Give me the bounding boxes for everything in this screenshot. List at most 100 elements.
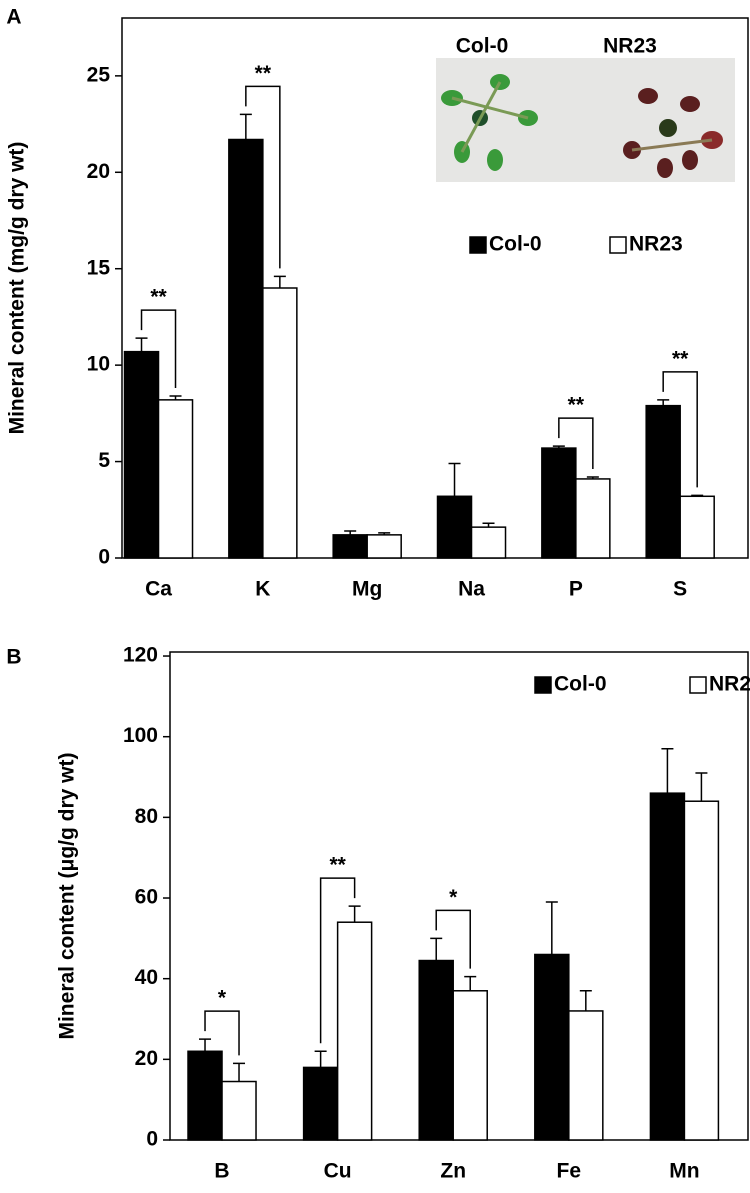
- bar: [262, 287, 298, 559]
- y-tick-label: 20: [87, 160, 110, 183]
- legend-label: NR23: [629, 233, 683, 256]
- error-bar: [695, 772, 708, 802]
- bar: [541, 447, 577, 559]
- y-tick-label: 40: [135, 966, 158, 989]
- y-axis-label: Mineral content (μg/g dry wt): [56, 752, 79, 1039]
- bar: [221, 1080, 257, 1141]
- y-tick-label: 100: [123, 724, 158, 747]
- x-tick-label: Ca: [145, 578, 172, 601]
- bar: [157, 399, 194, 559]
- x-tick-label: Na: [458, 578, 485, 601]
- legend-swatch: [469, 236, 487, 254]
- error-bar: [482, 522, 495, 528]
- bar: [336, 921, 373, 1141]
- error-bar: [430, 937, 443, 961]
- bar: [645, 404, 681, 559]
- significance-bracket: [558, 417, 594, 469]
- x-tick-label: Cu: [324, 1160, 352, 1183]
- bar: [187, 1050, 223, 1141]
- plot-frame: [121, 17, 749, 559]
- bar: [418, 959, 454, 1141]
- significance-label: **: [150, 286, 167, 309]
- x-tick-label: Mg: [352, 578, 382, 601]
- y-tick-label: 20: [135, 1047, 158, 1070]
- significance-label: **: [672, 347, 689, 370]
- bar: [534, 953, 570, 1141]
- y-tick-label: 0: [98, 546, 110, 569]
- significance-label: **: [329, 854, 346, 877]
- legend-label: Col-0: [554, 673, 607, 696]
- error-bar: [273, 275, 286, 288]
- significance-label: *: [218, 987, 227, 1010]
- significance-bracket: [435, 909, 471, 969]
- significance-bracket: [140, 309, 177, 388]
- x-tick-label: Fe: [557, 1160, 582, 1183]
- error-bar: [199, 1038, 212, 1052]
- y-tick-label: 60: [135, 886, 158, 909]
- error-bar: [135, 337, 148, 352]
- error-bar: [464, 975, 477, 991]
- significance-bracket: [319, 877, 356, 1044]
- plant-nr23: [623, 88, 723, 178]
- legend-swatch: [534, 676, 552, 694]
- bar: [568, 1010, 604, 1141]
- legend-swatch: [609, 236, 627, 254]
- error-bar: [348, 905, 361, 923]
- image-label: NR23: [603, 35, 657, 58]
- bar: [366, 534, 402, 559]
- y-tick-label: 80: [135, 805, 158, 828]
- significance-label: *: [449, 886, 458, 909]
- y-tick-label: 120: [123, 644, 158, 667]
- inset-photo: [436, 58, 735, 182]
- x-tick-label: S: [673, 578, 687, 601]
- bar: [332, 534, 368, 559]
- legend-label: NR23: [709, 673, 750, 696]
- significance-bracket: [662, 371, 698, 488]
- bar: [436, 495, 473, 559]
- error-bar: [586, 476, 599, 479]
- bar: [302, 1066, 339, 1141]
- legend-label: Col-0: [489, 233, 542, 256]
- bar: [683, 800, 720, 1141]
- error-bar: [169, 395, 182, 400]
- bar: [470, 526, 507, 559]
- y-tick-label: 25: [87, 63, 111, 86]
- error-bar: [233, 1062, 246, 1082]
- legend-swatch: [689, 676, 707, 694]
- significance-bracket: [245, 85, 281, 269]
- y-tick-label: 0: [146, 1128, 158, 1151]
- y-axis-label: Mineral content (mg/g dry wt): [6, 142, 29, 435]
- significance-label: **: [255, 62, 272, 85]
- error-bar: [448, 462, 461, 497]
- x-tick-label: B: [214, 1160, 229, 1183]
- error-bar: [691, 494, 704, 497]
- bar: [575, 478, 611, 559]
- y-tick-label: 15: [87, 256, 111, 279]
- bar: [679, 495, 715, 559]
- bar: [123, 350, 160, 559]
- plant-col0: [441, 74, 538, 171]
- x-tick-label: Mn: [669, 1160, 699, 1183]
- error-bar: [579, 990, 592, 1011]
- x-tick-label: Zn: [440, 1160, 466, 1183]
- x-tick-label: K: [255, 578, 270, 601]
- x-tick-label: P: [569, 578, 583, 601]
- error-bar: [552, 445, 565, 449]
- image-label: Col-0: [456, 35, 509, 58]
- error-bar: [661, 748, 674, 794]
- error-bar: [239, 113, 252, 140]
- significance-bracket: [204, 1010, 240, 1056]
- bar: [452, 990, 488, 1141]
- error-bar: [657, 399, 670, 406]
- error-bar: [314, 1050, 327, 1068]
- error-bar: [344, 530, 357, 535]
- bar: [228, 138, 264, 559]
- significance-label: **: [568, 394, 585, 417]
- panel-label: B: [6, 646, 21, 669]
- error-bar: [378, 532, 391, 535]
- panel-label: A: [6, 6, 21, 29]
- y-tick-label: 5: [98, 449, 110, 472]
- error-bar: [545, 901, 558, 955]
- y-tick-label: 10: [87, 353, 110, 376]
